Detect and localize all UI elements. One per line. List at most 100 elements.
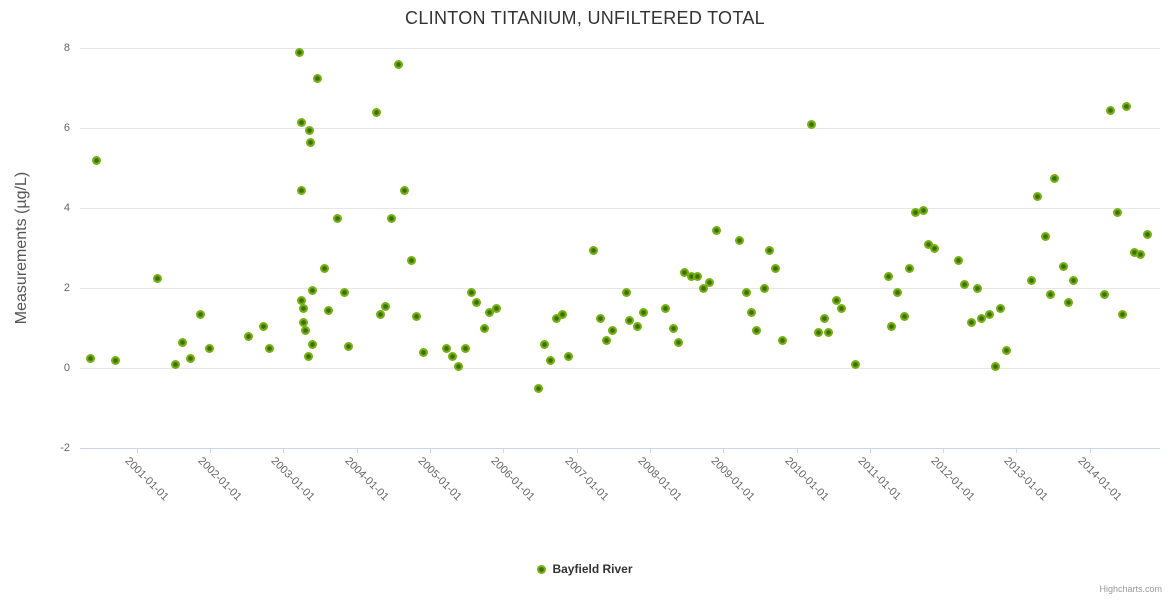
data-point[interactable]: [185, 353, 195, 363]
data-point[interactable]: [892, 287, 902, 297]
data-point[interactable]: [308, 339, 318, 349]
data-point[interactable]: [259, 321, 269, 331]
data-point[interactable]: [298, 303, 308, 313]
data-point[interactable]: [324, 305, 334, 315]
data-point[interactable]: [332, 213, 342, 223]
data-point[interactable]: [1136, 249, 1146, 259]
data-point[interactable]: [204, 343, 214, 353]
data-point[interactable]: [1121, 101, 1131, 111]
data-point[interactable]: [479, 323, 489, 333]
data-point[interactable]: [1063, 297, 1073, 307]
data-point[interactable]: [319, 263, 329, 273]
data-point[interactable]: [386, 213, 396, 223]
data-point[interactable]: [595, 313, 605, 323]
data-point[interactable]: [687, 271, 697, 281]
data-point[interactable]: [244, 331, 254, 341]
data-point[interactable]: [692, 271, 702, 281]
data-point[interactable]: [741, 287, 751, 297]
data-point[interactable]: [563, 351, 573, 361]
data-point[interactable]: [301, 325, 311, 335]
data-point[interactable]: [552, 313, 562, 323]
data-point[interactable]: [923, 239, 933, 249]
data-point[interactable]: [453, 361, 463, 371]
data-point[interactable]: [399, 185, 409, 195]
data-point[interactable]: [674, 337, 684, 347]
data-point[interactable]: [340, 287, 350, 297]
data-point[interactable]: [492, 303, 502, 313]
data-point[interactable]: [418, 347, 428, 357]
data-point[interactable]: [837, 303, 847, 313]
data-point[interactable]: [1100, 289, 1110, 299]
data-point[interactable]: [441, 343, 451, 353]
data-point[interactable]: [1142, 229, 1152, 239]
data-point[interactable]: [608, 325, 618, 335]
data-point[interactable]: [393, 59, 403, 69]
data-point[interactable]: [305, 125, 315, 135]
data-point[interactable]: [411, 311, 421, 321]
data-point[interactable]: [297, 185, 307, 195]
data-point[interactable]: [294, 47, 304, 57]
data-point[interactable]: [448, 351, 458, 361]
data-point[interactable]: [539, 339, 549, 349]
data-point[interactable]: [343, 341, 353, 351]
data-point[interactable]: [807, 119, 817, 129]
data-point[interactable]: [918, 205, 928, 215]
data-point[interactable]: [1046, 289, 1056, 299]
data-point[interactable]: [752, 325, 762, 335]
data-point[interactable]: [625, 315, 635, 325]
data-point[interactable]: [832, 295, 842, 305]
data-point[interactable]: [299, 317, 309, 327]
data-point[interactable]: [771, 263, 781, 273]
data-point[interactable]: [171, 359, 181, 369]
data-point[interactable]: [545, 355, 555, 365]
data-point[interactable]: [296, 117, 306, 127]
data-point[interactable]: [601, 335, 611, 345]
data-point[interactable]: [1027, 275, 1037, 285]
data-point[interactable]: [991, 361, 1001, 371]
data-point[interactable]: [984, 309, 994, 319]
data-point[interactable]: [661, 303, 671, 313]
data-point[interactable]: [900, 311, 910, 321]
data-point[interactable]: [1129, 247, 1139, 257]
data-point[interactable]: [485, 307, 495, 317]
data-point[interactable]: [91, 155, 101, 165]
data-point[interactable]: [472, 297, 482, 307]
data-point[interactable]: [86, 353, 96, 363]
data-point[interactable]: [954, 255, 964, 265]
credits-link[interactable]: Highcharts.com: [1099, 584, 1162, 594]
data-point[interactable]: [306, 137, 316, 147]
data-point[interactable]: [1049, 173, 1059, 183]
data-point[interactable]: [303, 351, 313, 361]
data-point[interactable]: [381, 301, 391, 311]
data-point[interactable]: [1118, 309, 1128, 319]
data-point[interactable]: [265, 343, 275, 353]
data-point[interactable]: [679, 267, 689, 277]
data-point[interactable]: [813, 327, 823, 337]
data-point[interactable]: [196, 309, 206, 319]
data-point[interactable]: [972, 283, 982, 293]
data-point[interactable]: [778, 335, 788, 345]
data-point[interactable]: [967, 317, 977, 327]
data-point[interactable]: [177, 337, 187, 347]
data-point[interactable]: [910, 207, 920, 217]
data-point[interactable]: [153, 273, 163, 283]
data-point[interactable]: [371, 107, 381, 117]
data-point[interactable]: [820, 313, 830, 323]
data-point[interactable]: [734, 235, 744, 245]
data-point[interactable]: [705, 277, 715, 287]
data-point[interactable]: [621, 287, 631, 297]
data-point[interactable]: [1113, 207, 1123, 217]
data-point[interactable]: [1040, 231, 1050, 241]
data-point[interactable]: [111, 355, 121, 365]
data-point[interactable]: [929, 243, 939, 253]
data-point[interactable]: [1033, 191, 1043, 201]
data-point[interactable]: [466, 287, 476, 297]
data-point[interactable]: [760, 283, 770, 293]
data-point[interactable]: [534, 383, 544, 393]
data-point[interactable]: [995, 303, 1005, 313]
data-point[interactable]: [632, 321, 642, 331]
data-point[interactable]: [297, 295, 307, 305]
data-point[interactable]: [824, 327, 834, 337]
data-point[interactable]: [977, 313, 987, 323]
data-point[interactable]: [558, 309, 568, 319]
